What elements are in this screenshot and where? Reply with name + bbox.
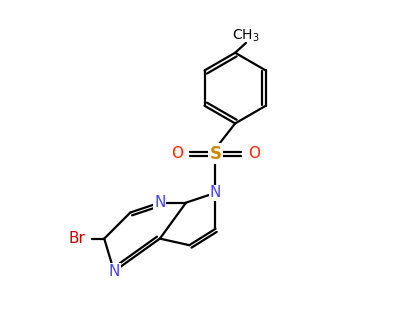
Text: Br: Br xyxy=(69,231,86,246)
Text: O: O xyxy=(171,146,183,161)
Text: CH$_3$: CH$_3$ xyxy=(232,27,260,44)
Text: N: N xyxy=(108,264,120,279)
Text: N: N xyxy=(154,195,166,210)
Text: S: S xyxy=(209,145,222,163)
Text: O: O xyxy=(248,146,260,161)
Text: N: N xyxy=(210,185,221,200)
